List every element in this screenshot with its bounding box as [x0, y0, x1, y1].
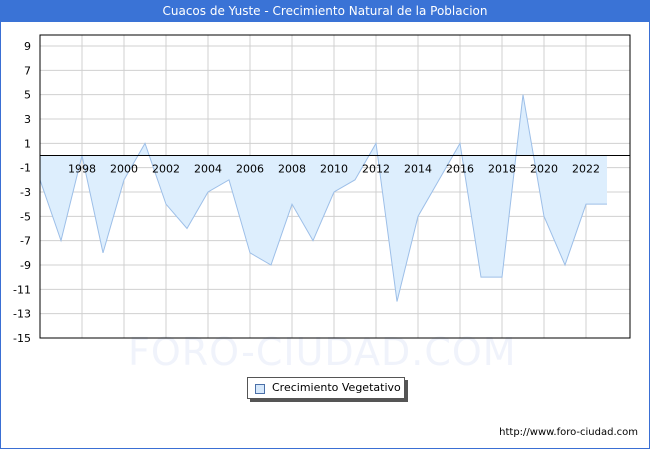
legend-label: Crecimiento Vegetativo: [272, 381, 401, 394]
y-tick-label: 7: [24, 64, 31, 77]
x-tick-label: 2000: [110, 163, 138, 176]
x-tick-label: 2022: [572, 163, 600, 176]
x-tick-label: 2006: [236, 163, 264, 176]
x-tick-label: 1998: [68, 163, 96, 176]
y-tick-label: 9: [24, 40, 31, 53]
x-tick-label: 2002: [152, 163, 180, 176]
plot-border: [39, 34, 631, 339]
footer-url[interactable]: http://www.foro-ciudad.com: [499, 427, 638, 438]
x-tick-label: 2008: [278, 163, 306, 176]
y-tick-label: -15: [13, 332, 31, 345]
x-tick-label: 2010: [320, 163, 348, 176]
y-tick-label: -9: [20, 259, 31, 272]
y-tick-label: -1: [20, 162, 31, 175]
y-tick-label: 5: [24, 89, 31, 102]
legend: Crecimiento Vegetativo: [247, 377, 405, 399]
x-tick-label: 2004: [194, 163, 222, 176]
y-tick-label: -5: [20, 210, 31, 223]
x-tick-label: 2018: [488, 163, 516, 176]
data-line: [39, 94, 607, 302]
watermark: FORO-CIUDAD.COM: [128, 330, 517, 374]
y-tick-label: -7: [20, 235, 31, 248]
y-tick-label: 3: [24, 113, 31, 126]
chart-title: Cuacos de Yuste - Crecimiento Natural de…: [0, 0, 650, 22]
legend-swatch-icon: [255, 384, 265, 394]
y-tick-label: 1: [24, 137, 31, 150]
x-tick-label: 2020: [530, 163, 558, 176]
y-tick-label: -11: [13, 283, 31, 296]
x-tick-label: 2016: [446, 163, 474, 176]
x-tick-label: 2014: [404, 163, 432, 176]
x-tick-label: 2012: [362, 163, 390, 176]
y-tick-label: -13: [13, 308, 31, 321]
y-tick-label: -3: [20, 186, 31, 199]
area-fill: [40, 94, 607, 302]
